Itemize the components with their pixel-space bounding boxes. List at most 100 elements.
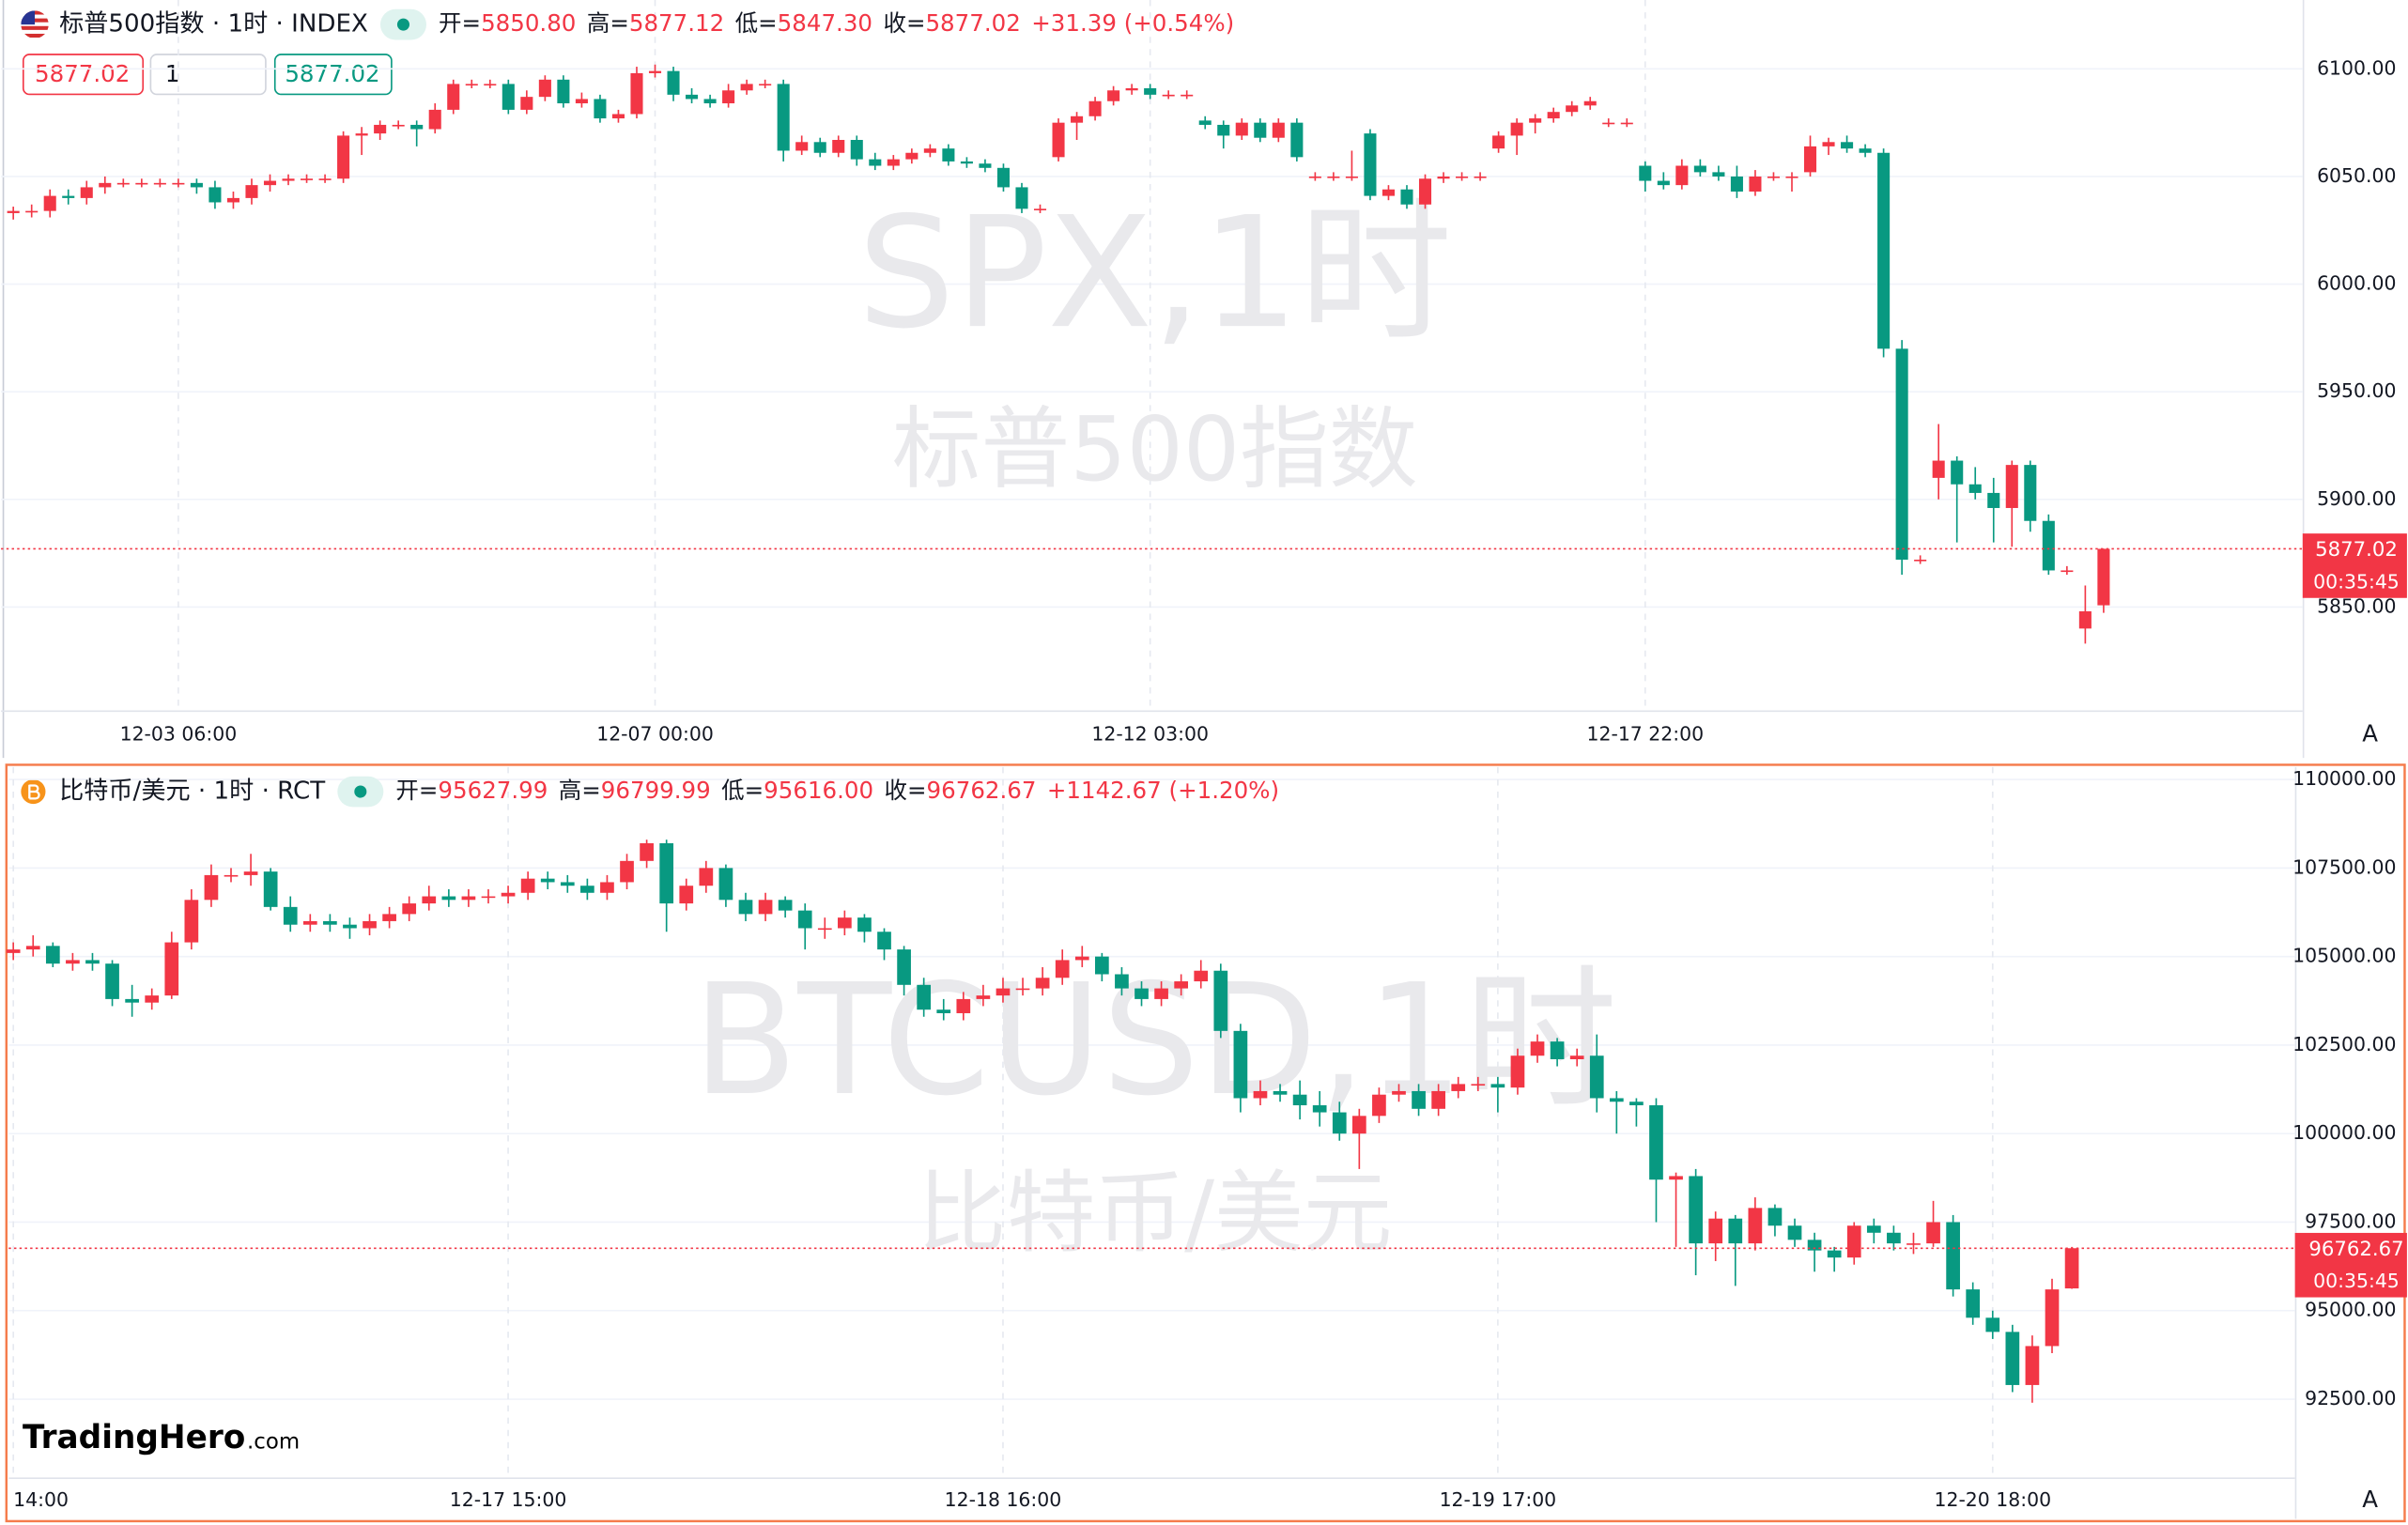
- candle-body: [1657, 180, 1670, 186]
- legend-text: 5877.02: [925, 9, 1020, 37]
- candle-body: [1968, 484, 1982, 493]
- y-tick-label: 110000.00: [2292, 767, 2396, 790]
- candle-body: [620, 860, 634, 883]
- candle-body: [813, 142, 826, 153]
- candle-body: [1530, 1041, 1545, 1056]
- watermark-symbol: BTCUSD,1时: [692, 950, 1617, 1130]
- candle-body: [520, 97, 533, 110]
- candle-body: [905, 152, 918, 160]
- candle-body: [1620, 122, 1633, 125]
- candle-body: [759, 84, 772, 86]
- candle-body: [1033, 208, 1047, 210]
- candle-body: [1529, 118, 1542, 123]
- x-tick-label: 12-20 18:00: [1934, 1488, 2051, 1511]
- candle-body: [1966, 1289, 1981, 1318]
- candle-body: [1052, 122, 1065, 158]
- buy-box[interactable]: [273, 54, 393, 96]
- y-tick-label: 92500.00: [2305, 1387, 2396, 1409]
- sell-box[interactable]: [22, 54, 145, 96]
- y-tick-label: 6100.00: [2317, 56, 2396, 79]
- legend-text: +31.39 (+0.54%): [1031, 9, 1234, 37]
- candle-body: [461, 896, 476, 901]
- candle-body: [1235, 122, 1248, 136]
- candle-body: [208, 187, 222, 203]
- auto-scale-button[interactable]: A: [2362, 720, 2378, 747]
- legend-text: 收=: [885, 777, 927, 804]
- quantity-box[interactable]: [149, 54, 267, 96]
- candle-body: [1547, 112, 1560, 119]
- candle-body: [1451, 1084, 1466, 1091]
- x-tick-label: 12-07 00:00: [596, 723, 714, 746]
- candle-body: [282, 178, 295, 181]
- candle-body: [1589, 1055, 1604, 1099]
- sell-price[interactable]: 5877.02: [35, 60, 130, 87]
- candle-body: [850, 139, 863, 160]
- auto-scale-button[interactable]: A: [2362, 1486, 2378, 1513]
- legend-text: +1142.67 (+1.20%): [1047, 777, 1279, 804]
- candle-body: [1074, 956, 1089, 961]
- quantity[interactable]: 1: [165, 60, 180, 87]
- candle-body: [1055, 960, 1070, 978]
- candle-body: [1273, 1090, 1288, 1095]
- candle-body: [1412, 1090, 1426, 1109]
- candle-body: [630, 72, 643, 115]
- candle-body: [996, 988, 1011, 996]
- candle-body: [1767, 176, 1781, 178]
- candle-body: [1675, 165, 1689, 186]
- candle-body: [105, 963, 119, 999]
- candle-body: [600, 882, 614, 893]
- candle-body: [153, 182, 166, 185]
- candle-body: [575, 99, 588, 104]
- y-tick-label: 5900.00: [2317, 487, 2396, 510]
- candle-body: [897, 949, 911, 985]
- candle-body: [942, 148, 955, 162]
- candle-body: [1382, 189, 1395, 196]
- candle-body: [1807, 1240, 1822, 1251]
- legend-text: 低=: [721, 777, 764, 804]
- candle-body: [1254, 122, 1267, 138]
- candle-body: [1490, 1084, 1505, 1088]
- buy-price[interactable]: 5877.02: [285, 60, 379, 87]
- legend-text: 96799.99: [601, 777, 711, 804]
- x-tick-label: 12-19 17:00: [1440, 1488, 1557, 1511]
- candle-body: [1154, 988, 1168, 999]
- candle-body: [1926, 1222, 1940, 1244]
- candle-body: [1471, 1084, 1486, 1086]
- candle-body: [1787, 1225, 1802, 1240]
- candle-body: [1095, 956, 1109, 975]
- candle-body: [1418, 178, 1432, 205]
- candle-body: [204, 874, 219, 901]
- legend-text: 收=: [883, 9, 925, 37]
- candle-body: [1290, 122, 1304, 158]
- candle-body: [465, 84, 478, 86]
- candle-body: [797, 910, 812, 929]
- candle-body: [1272, 122, 1285, 138]
- candle-body: [758, 900, 773, 915]
- legend-text: 比特币/美元 · 1时 · RCT: [59, 778, 326, 806]
- candle-body: [1372, 1094, 1386, 1117]
- legend-text: 标普500指数 · 1时 · INDEX: [59, 10, 368, 39]
- candle-body: [1308, 176, 1321, 178]
- candle-body: [2005, 465, 2018, 508]
- candle-body: [2045, 1289, 2060, 1347]
- candle-body: [43, 195, 56, 211]
- candle-body: [392, 124, 405, 127]
- candle-body: [1730, 176, 1743, 193]
- candle-body: [1253, 1090, 1268, 1099]
- candle-body: [1669, 1176, 1683, 1180]
- candle-body: [1431, 1090, 1445, 1109]
- candle-body: [1510, 122, 1523, 136]
- candle-body: [484, 84, 497, 86]
- legend-text: 开=: [439, 9, 481, 37]
- candle-body: [540, 878, 555, 883]
- candle-body: [1015, 988, 1030, 991]
- legend-text: 高=: [587, 9, 629, 37]
- candle-body: [1987, 492, 2000, 508]
- brand-name: TradingHero: [23, 1419, 245, 1456]
- candle-body: [66, 960, 80, 964]
- candle-body: [557, 79, 570, 104]
- candle-body: [402, 903, 417, 915]
- candle-body: [956, 998, 971, 1013]
- last-price-label: 5877.02: [2315, 538, 2398, 562]
